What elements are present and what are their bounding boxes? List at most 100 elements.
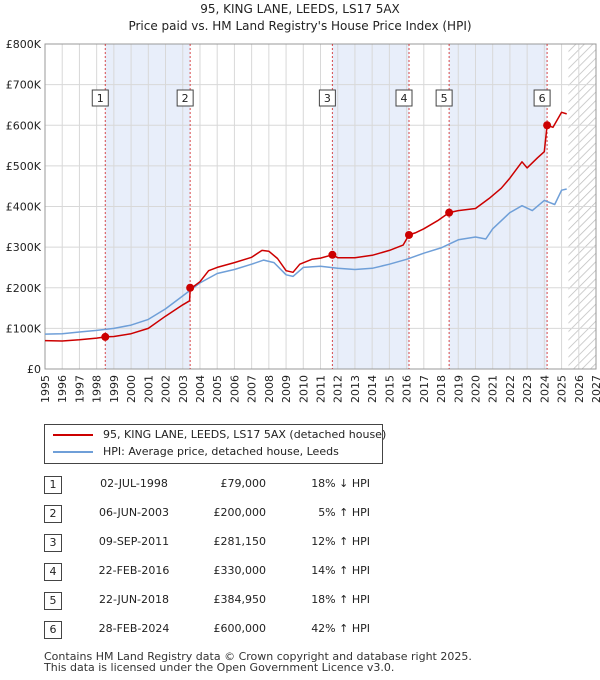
x-tick-label: 1995: [39, 375, 52, 403]
hpi-line: [44, 188, 567, 335]
x-tick-label: 2001: [142, 375, 155, 403]
legend-label-hpi: HPI: Average price, detached house, Leed…: [103, 445, 339, 458]
x-tick-label: 1997: [73, 375, 86, 403]
sale-point: [328, 250, 337, 259]
y-tick-label: £700K: [6, 79, 42, 92]
price-chart: £0 £100K £200K £300K £400K £500K £600K £700K £80…: [6, 38, 600, 403]
sale-point: [543, 121, 552, 130]
x-tick-label: 2012: [332, 375, 345, 403]
sale-point: [405, 230, 414, 239]
sale-label-box: [395, 89, 413, 107]
x-tick-label: 2018: [435, 375, 448, 403]
x-tick-label: 2006: [228, 375, 241, 403]
sale-row: 5 22-JUN-2018 £384,950 18% ↑ HPI: [0, 586, 600, 614]
sale-label-box: [533, 89, 551, 107]
legend-swatch-hpi: [53, 451, 93, 453]
plot-frame: [44, 43, 597, 370]
sale-price: £384,950: [213, 593, 267, 606]
sale-price: £330,000: [213, 564, 267, 577]
sale-label-box: [318, 89, 336, 107]
sale-number: 3: [44, 534, 62, 552]
sale-row: 2 06-JUN-2003 £200,000 5% ↑ HPI: [0, 499, 600, 527]
x-tick-label: 2005: [211, 375, 224, 403]
x-tick-label: 2016: [401, 375, 414, 403]
y-tick-label: £0: [27, 363, 41, 376]
x-tick-label: 2007: [246, 375, 259, 403]
sale-label: 3: [324, 92, 331, 105]
footer: Contains HM Land Registry data © Crown c…: [44, 651, 472, 673]
sale-point: [186, 283, 195, 292]
footer-copyright: Contains HM Land Registry data © Crown c…: [44, 650, 472, 663]
sale-number: 6: [44, 621, 62, 639]
x-tick-label: 2014: [366, 375, 379, 403]
sale-price: £79,000: [220, 477, 267, 490]
y-tick-label: £200K: [6, 282, 42, 295]
x-tick-label: 2003: [177, 375, 190, 403]
legend-swatch-property: [53, 434, 93, 436]
y-tick-label: £800K: [6, 38, 42, 51]
sale-point: [101, 332, 110, 341]
sale-point: [445, 208, 454, 217]
x-tick-label: 2011: [315, 375, 328, 403]
y-tick-label: £300K: [6, 241, 42, 254]
sale-row: 1 02-JUL-1998 £79,000 18% ↓ HPI: [0, 470, 600, 498]
sale-date: 22-JUN-2018: [98, 593, 170, 606]
sale-date: 28-FEB-2024: [98, 622, 170, 635]
sale-price: £600,000: [213, 622, 267, 635]
property-line: [44, 111, 567, 342]
sale-hpi-diff: 42% ↑ HPI: [311, 622, 370, 635]
x-tick-label: 2008: [263, 375, 276, 403]
x-tick-label: 2024: [538, 375, 551, 403]
sale-hpi-diff: 12% ↑ HPI: [311, 535, 370, 548]
footer-license: This data is licensed under the Open Gov…: [44, 661, 395, 674]
sale-date: 09-SEP-2011: [98, 535, 170, 548]
sale-hpi-diff: 5% ↑ HPI: [318, 506, 370, 519]
x-tick-label: 2021: [487, 375, 500, 403]
sale-number: 1: [44, 476, 62, 494]
sale-label-box: [91, 89, 109, 107]
x-tick-label: 1998: [91, 375, 104, 403]
sale-date: 06-JUN-2003: [98, 506, 170, 519]
x-tick-label: 2015: [383, 375, 396, 403]
sale-hpi-diff: 18% ↓ HPI: [311, 477, 370, 490]
x-tick-label: 1999: [108, 375, 121, 403]
sale-price: £281,150: [213, 535, 267, 548]
x-tick-label: 1996: [56, 375, 69, 403]
chart-title: 95, KING LANE, LEEDS, LS17 5AX: [200, 2, 400, 16]
sale-row: 3 09-SEP-2011 £281,150 12% ↑ HPI: [0, 528, 600, 556]
sale-label: 4: [401, 92, 408, 105]
x-tick-label: 2026: [573, 375, 586, 403]
sale-number: 5: [44, 592, 62, 610]
x-tick-label: 2002: [160, 375, 173, 403]
sale-date: 02-JUL-1998: [100, 477, 168, 490]
x-tick-label: 2025: [556, 375, 569, 403]
x-tick-label: 2010: [297, 375, 310, 403]
x-tick-label: 2000: [125, 375, 138, 403]
sale-label-box: [176, 89, 194, 107]
y-tick-label: £500K: [6, 160, 42, 173]
sale-label: 5: [441, 92, 448, 105]
sale-price: £200,000: [213, 506, 267, 519]
x-tick-label: 2023: [521, 375, 534, 403]
sale-hpi-diff: 14% ↑ HPI: [311, 564, 370, 577]
sale-hpi-diff: 18% ↑ HPI: [311, 593, 370, 606]
y-tick-label: £400K: [6, 201, 42, 214]
x-tick-label: 2019: [452, 375, 465, 403]
x-tick-label: 2022: [504, 375, 517, 403]
sale-date: 22-FEB-2016: [98, 564, 170, 577]
x-tick-label: 2004: [194, 375, 207, 403]
sale-label: 6: [539, 92, 546, 105]
sale-number: 2: [44, 505, 62, 523]
sale-row: 6 28-FEB-2024 £600,000 42% ↑ HPI: [0, 615, 600, 643]
legend: 95, KING LANE, LEEDS, LS17 5AX (detached…: [44, 424, 387, 464]
sale-label-box: [435, 89, 453, 107]
sale-number: 4: [44, 563, 62, 581]
x-tick-label: 2013: [349, 375, 362, 403]
sale-label: 2: [182, 92, 189, 105]
y-tick-label: £600K: [6, 119, 42, 132]
sale-row: 4 22-FEB-2016 £330,000 14% ↑ HPI: [0, 557, 600, 585]
chart-subtitle: Price paid vs. HM Land Registry's House …: [128, 19, 472, 33]
legend-label-property: 95, KING LANE, LEEDS, LS17 5AX (detached…: [103, 428, 387, 441]
x-tick-label: 2027: [590, 375, 600, 403]
x-tick-label: 2017: [418, 375, 431, 403]
